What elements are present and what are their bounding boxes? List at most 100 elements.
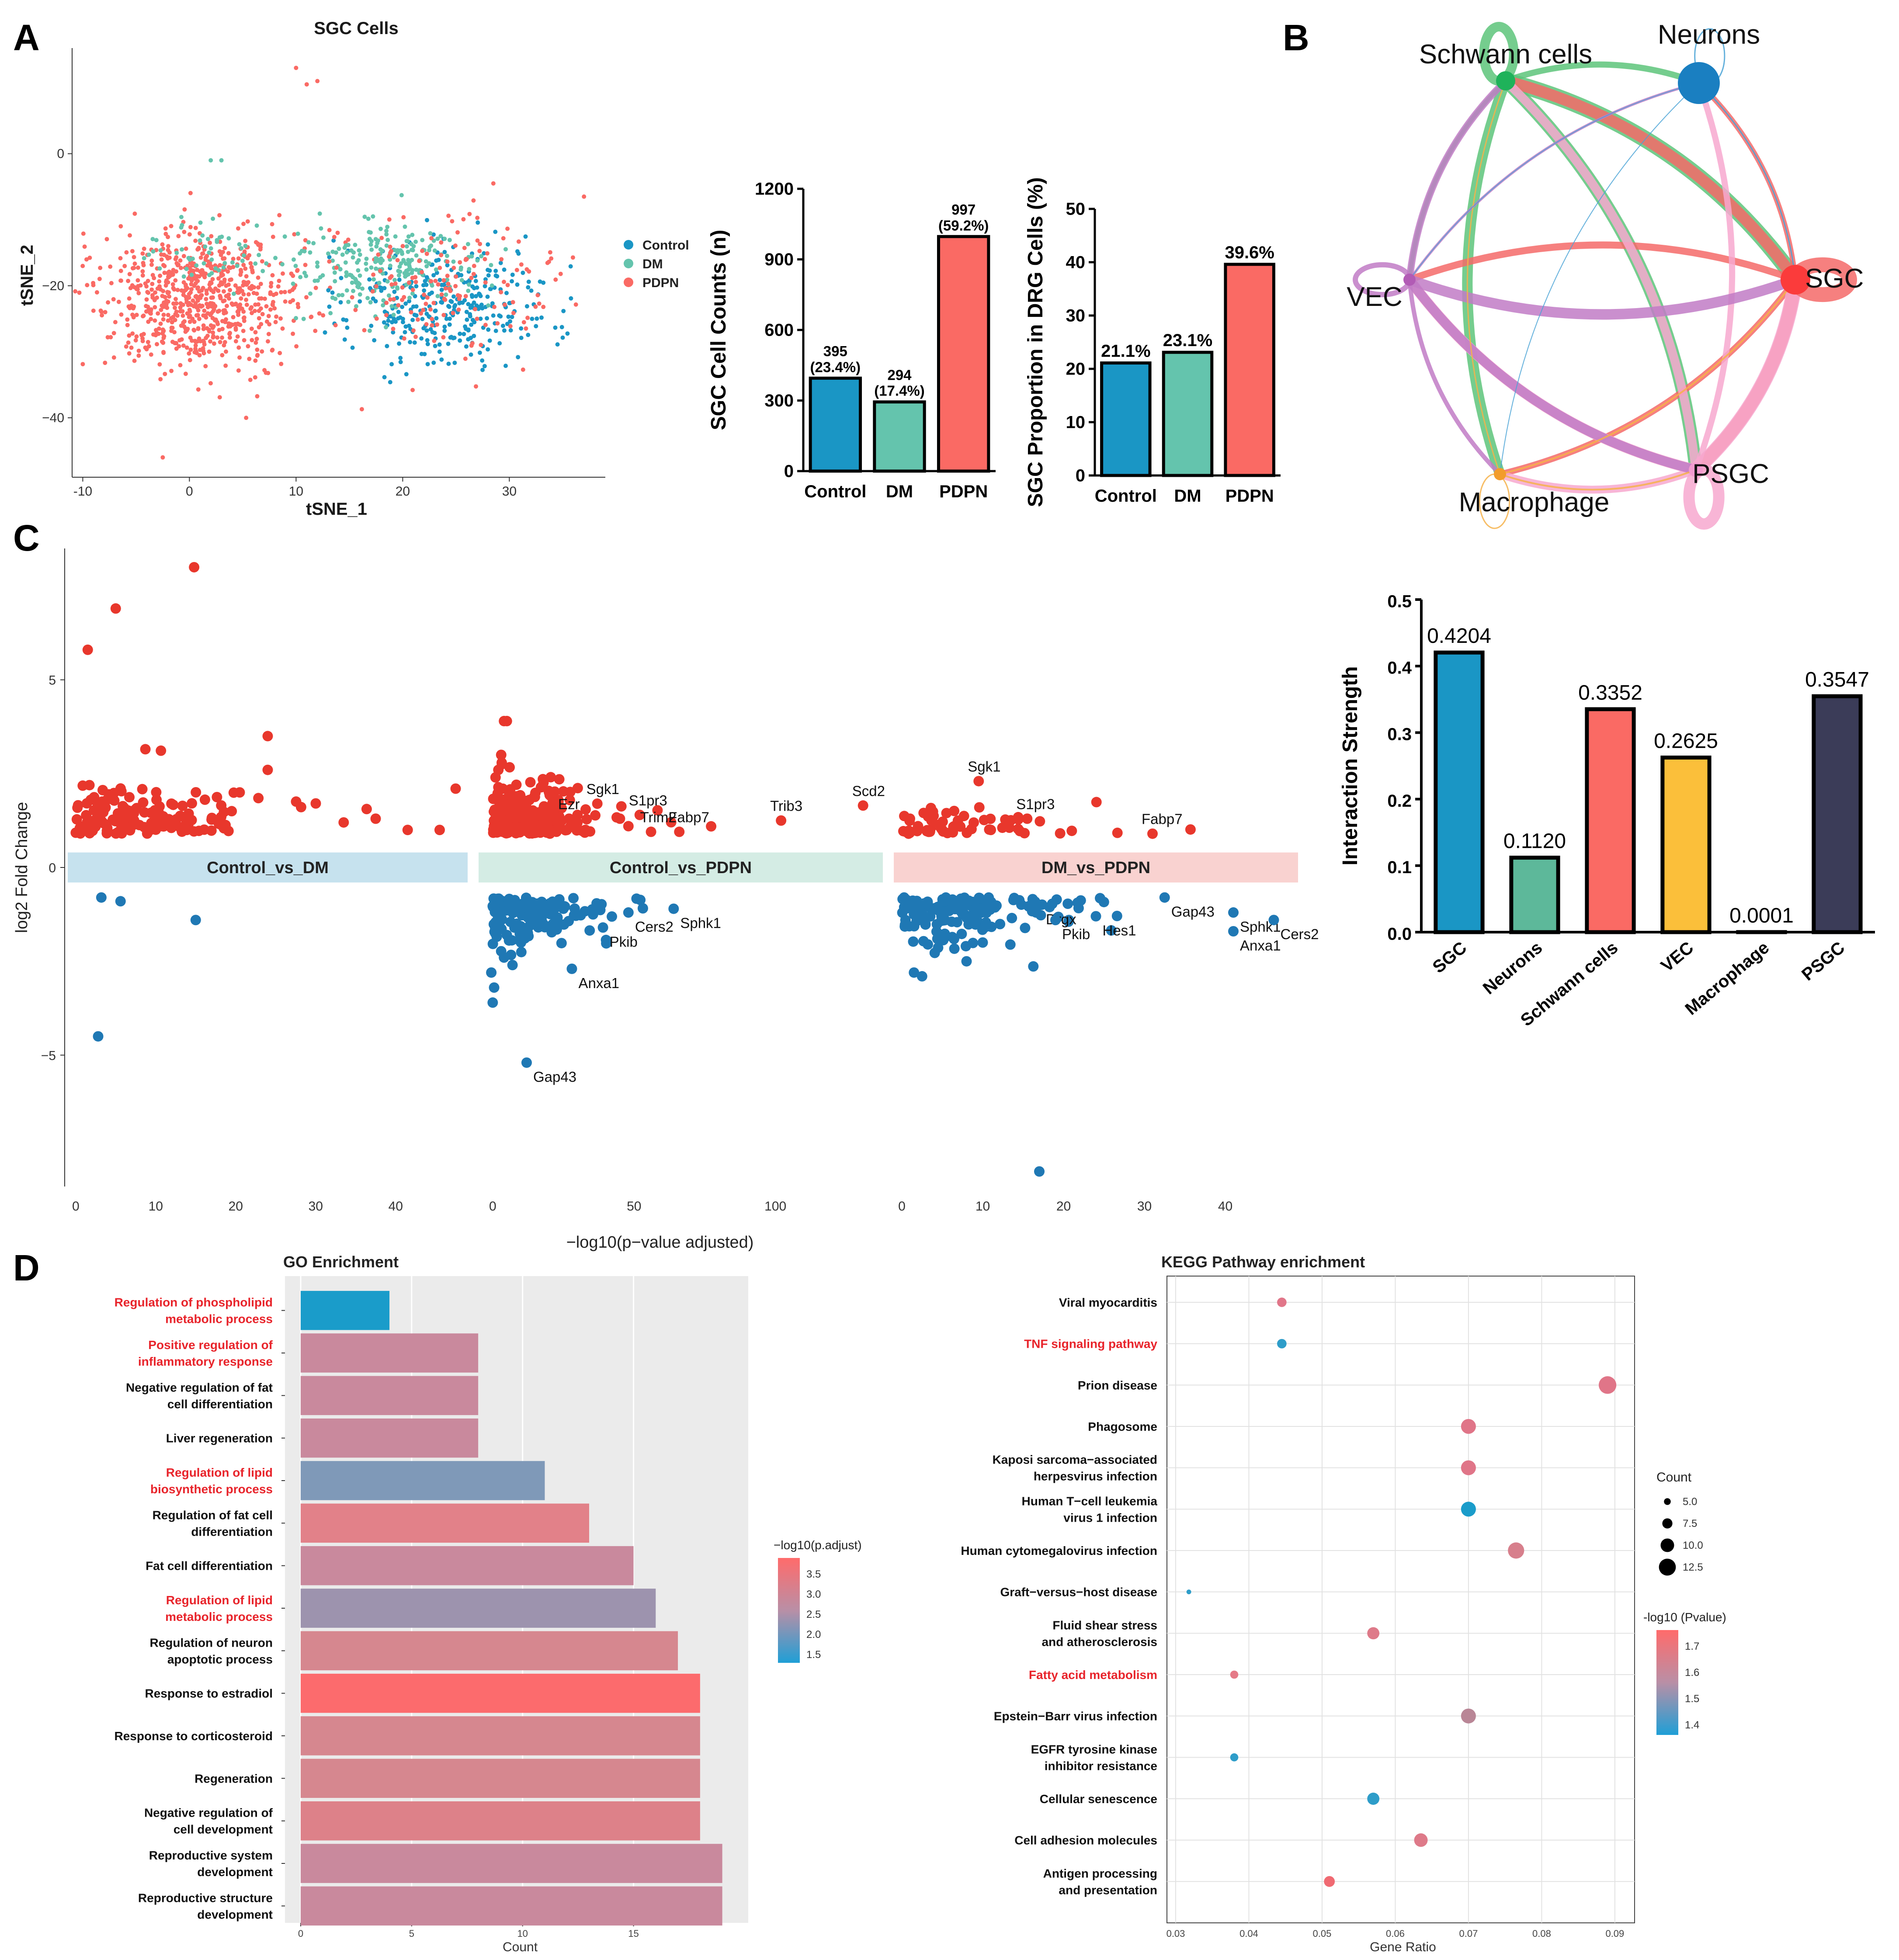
bar-sgc xyxy=(1434,650,1485,934)
tsne-point-control xyxy=(502,267,507,272)
tsne-point-pdpn xyxy=(204,315,208,320)
tsne-point-dm xyxy=(367,328,372,333)
tsne-point-pdpn xyxy=(109,281,114,285)
tsne-point-dm xyxy=(306,240,311,245)
kegg-title: KEGG Pathway enrichment xyxy=(1161,1253,1365,1271)
volcano-point-down xyxy=(995,919,1006,930)
volcano-point xyxy=(558,903,569,914)
go-colorbar-tick: 3.0 xyxy=(806,1589,821,1600)
facet-strip xyxy=(894,852,1298,883)
tsne-point-pdpn xyxy=(439,292,444,297)
volcano-point-up xyxy=(291,796,302,807)
tsne-point-pdpn xyxy=(118,278,123,283)
tsne-point-pdpn xyxy=(163,226,168,231)
facet-strip xyxy=(479,852,883,883)
bar-vec xyxy=(1660,755,1712,934)
tsne-point-pdpn xyxy=(187,292,191,296)
tsne-point-control xyxy=(431,361,436,365)
tsne-point-dm xyxy=(189,273,194,277)
tsne-point-pdpn xyxy=(464,257,469,261)
tsne-point-control xyxy=(444,316,449,321)
volcano-point-up xyxy=(175,822,186,833)
tsne-point-pdpn xyxy=(144,309,149,314)
tsne-y-label: tSNE_2 xyxy=(17,245,37,306)
tsne-point-dm xyxy=(384,325,388,330)
node-label: SGC xyxy=(1805,264,1864,294)
tsne-point-control xyxy=(510,279,514,284)
tsne-point-pdpn xyxy=(128,306,132,310)
tsne-point-dm xyxy=(207,250,212,255)
tsne-point-pdpn xyxy=(248,378,253,382)
tsne-point-control xyxy=(369,323,374,328)
sgc-proportion-bar-chart: 0 10 20 30 40 50 21.1% Control 23.1% DM 39.6% PDPN S… xyxy=(1024,177,1281,507)
tsne-point-control xyxy=(465,317,469,322)
volcano-x-tick-label: 30 xyxy=(309,1199,323,1214)
tsne-point-control xyxy=(439,288,444,292)
tsne-point-control xyxy=(326,288,331,293)
tsne-point-dm xyxy=(427,245,432,249)
go-term-label: differentiation xyxy=(191,1525,273,1538)
tsne-point-control xyxy=(535,316,539,321)
tsne-point-pdpn xyxy=(166,248,170,253)
tsne-point-pdpn xyxy=(376,252,381,257)
gene-label: Pkib xyxy=(1062,926,1090,942)
bar-data-label: 0.2625 xyxy=(1654,729,1718,753)
tsne-point-dm xyxy=(232,291,236,296)
go-term-label: apoptotic process xyxy=(167,1652,273,1666)
volcano-point xyxy=(489,982,500,993)
tsne-point-pdpn xyxy=(217,309,222,313)
volcano-point-up xyxy=(1091,797,1102,808)
tsne-point-dm xyxy=(385,225,390,229)
tsne-point-pdpn xyxy=(255,353,260,357)
tsne-point-pdpn xyxy=(145,290,150,295)
tsne-point-pdpn xyxy=(257,316,261,321)
volcano-x-tick-label: 30 xyxy=(1137,1199,1152,1214)
tsne-point-dm xyxy=(273,256,278,260)
tsne-point-pdpn xyxy=(173,305,177,310)
tsne-point-pdpn xyxy=(245,219,250,224)
tsne-point-control xyxy=(476,306,481,311)
tsne-point-control xyxy=(437,342,442,347)
tsne-point-control xyxy=(493,268,498,273)
volcano-labelled-point xyxy=(1022,813,1033,824)
volcano-point-up xyxy=(194,826,205,836)
tsne-point-control xyxy=(493,329,498,333)
tsne-point-dm xyxy=(490,283,494,288)
tsne-point-pdpn xyxy=(256,275,260,280)
tsne-y-tick-label: −20 xyxy=(42,279,64,293)
volcano-point-up xyxy=(361,804,372,815)
tsne-point-pdpn xyxy=(173,318,177,323)
tsne-point-dm xyxy=(406,234,411,239)
volcano-point-up xyxy=(101,826,112,836)
tsne-point-pdpn xyxy=(177,338,182,343)
tsne-point-pdpn xyxy=(371,272,376,277)
tsne-point-control xyxy=(446,361,451,366)
tsne-point-pdpn xyxy=(242,315,246,320)
kegg-size-legend-dot xyxy=(1659,1558,1676,1576)
tsne-point-pdpn xyxy=(400,244,405,249)
kegg-size-legend-label: 12.5 xyxy=(1683,1561,1703,1573)
tsne-point-pdpn xyxy=(227,335,232,340)
tsne-point-pdpn xyxy=(132,212,137,216)
tsne-point-pdpn xyxy=(387,217,392,222)
node-schwann-cells xyxy=(1496,71,1515,90)
tsne-point-pdpn xyxy=(222,289,226,294)
tsne-point-control xyxy=(367,277,372,282)
go-term-label: Fat cell differentiation xyxy=(146,1559,273,1573)
tsne-point-dm xyxy=(438,234,443,239)
bar-data-label: 0.3547 xyxy=(1805,668,1869,691)
volcano-point-up xyxy=(531,823,542,834)
tsne-point-pdpn xyxy=(187,358,192,362)
tsne-point-dm xyxy=(350,280,354,285)
tsne-point-pdpn xyxy=(447,286,452,291)
tsne-point-pdpn xyxy=(155,342,159,347)
tsne-point-dm xyxy=(384,243,389,248)
edge-vec-to-psgc xyxy=(1405,275,1701,475)
tsne-point-pdpn xyxy=(303,263,308,267)
tsne-point-pdpn xyxy=(174,341,178,346)
tsne-point-dm xyxy=(326,251,330,256)
tsne-point-dm xyxy=(404,239,409,243)
tsne-point-pdpn xyxy=(161,336,166,340)
volcano-point-down xyxy=(1005,939,1016,950)
tsne-point-pdpn xyxy=(157,284,162,289)
